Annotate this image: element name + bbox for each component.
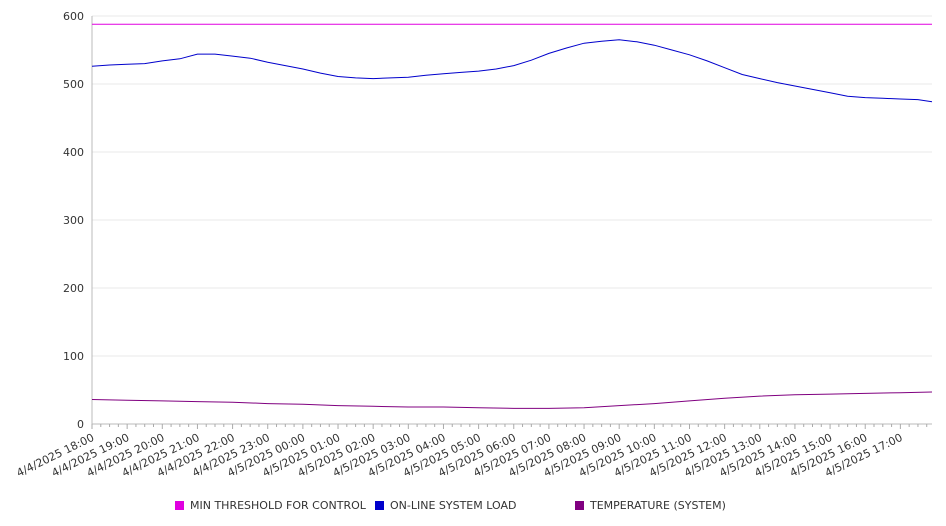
- y-tick-label: 400: [63, 146, 84, 159]
- y-tick-label: 0: [77, 418, 84, 431]
- axes: [91, 16, 932, 429]
- legend-swatch: [375, 501, 384, 510]
- legend-item: ON-LINE SYSTEM LOAD: [375, 499, 516, 512]
- y-tick-label: 300: [63, 214, 84, 227]
- series-lines: [91, 23, 933, 409]
- x-axis-ticks: 4/4/2025 18:004/4/2025 19:004/4/2025 20:…: [14, 431, 904, 480]
- grid-lines: [92, 15, 932, 425]
- line-chart: 0 100 200 300 400 500 600 4/4/2025 18:004/4/20…: [14, 10, 933, 480]
- legend-label: ON-LINE SYSTEM LOAD: [390, 499, 517, 512]
- y-tick-label: 600: [63, 10, 84, 23]
- series-line-1: [91, 39, 933, 103]
- legend-item: MIN THRESHOLD FOR CONTROL: [175, 499, 366, 512]
- y-tick-label: 500: [63, 78, 84, 91]
- legend-item: TEMPERATURE (SYSTEM): [575, 499, 726, 512]
- legend-swatch: [575, 501, 584, 510]
- y-tick-label: 100: [63, 350, 84, 363]
- legend: MIN THRESHOLD FOR CONTROL ON-LINE SYSTEM …: [0, 498, 946, 516]
- legend-label: MIN THRESHOLD FOR CONTROL: [190, 499, 366, 512]
- series-line-2: [91, 391, 933, 409]
- y-axis-ticks: 0 100 200 300 400 500 600: [63, 10, 84, 431]
- legend-label: TEMPERATURE (SYSTEM): [590, 499, 726, 512]
- y-tick-label: 200: [63, 282, 84, 295]
- legend-swatch: [175, 501, 184, 510]
